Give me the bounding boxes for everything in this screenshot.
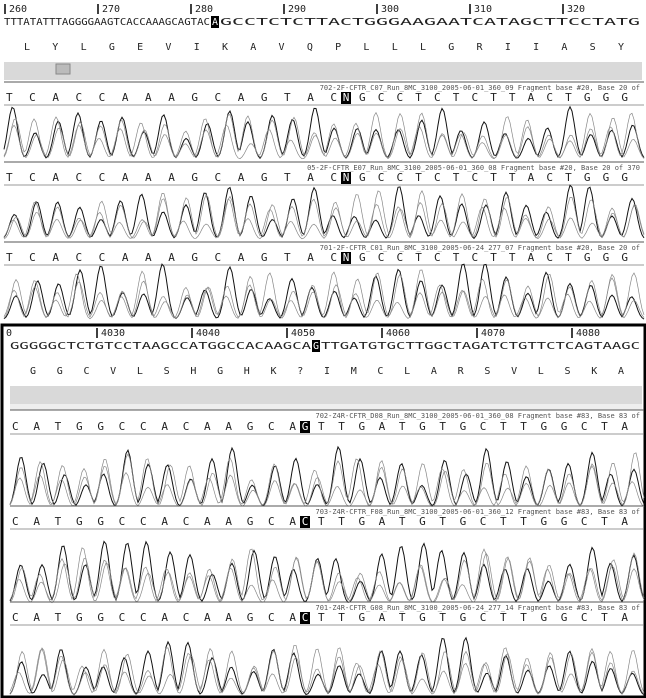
ruler-label: 4050: [291, 328, 315, 339]
ruler-label: 270: [102, 4, 120, 15]
trace-label: 701-2F-CFTR_C01_Run_8MC_3100_2005-06-24_…: [320, 244, 640, 252]
ruler-label: 290: [288, 4, 306, 15]
reference-sequence: GGGGGCTCTGTCCTAAGCCATGGCCACAAGCA: [10, 341, 311, 352]
trace-label: 702-2F-CFTR_C07_Run_8MC_3100_2005-06-01_…: [320, 84, 640, 92]
base-calls: TCACCAAAGCAGTAC: [6, 251, 337, 264]
ruler-label: 310: [474, 4, 492, 15]
translation: L Y L G E V I K A V Q P L L L G R I I A …: [24, 42, 624, 53]
ruler-label: 4040: [196, 328, 220, 339]
ruler-label: 4080: [576, 328, 600, 339]
reference-sequence: TTTATATTTAGGGGAAGTCACCAAAGCAGTAC: [4, 17, 210, 28]
reference-sequence: GCCTCTCTTACTGGGAAGAATCATAGCTTCCTATG: [220, 17, 640, 28]
ruler-label: 4060: [386, 328, 410, 339]
base-call-highlight: N: [343, 251, 350, 264]
scroll-thumb: [56, 64, 70, 74]
ruler-label: 4030: [101, 328, 125, 339]
ruler-label: 320: [567, 4, 585, 15]
base-calls: TCACCAAAGCAGTAC: [6, 91, 337, 104]
ruler-label: 0: [6, 328, 12, 339]
base-calls: TCACCAAAGCAGTAC: [6, 171, 337, 184]
base-calls: GCCTCTCTTACTGGG: [359, 171, 628, 184]
figure: 260 270 280 290 300 310 320 TTTATATTTAGGGGAAGTC…: [0, 0, 646, 698]
reference-highlight: A: [212, 17, 218, 28]
reference-sequence: TTGATGTGCTTGGCTAGATCTGTTCTCAGTAAGC: [321, 341, 640, 352]
base-calls: GCCTCTCTTACTGGG: [359, 251, 628, 264]
base-call-highlight: C: [302, 515, 309, 528]
base-calls: GCCTCTCTTACTGGG: [359, 91, 628, 104]
trace-label: 702-Z4R-CFTR_D08_Run_8MC_3100_2005-06-01…: [315, 412, 640, 420]
base-call-highlight: C: [302, 611, 309, 624]
ruler-label: 260: [9, 4, 27, 15]
base-call-highlight: N: [343, 91, 350, 104]
scroll-bar: [10, 386, 642, 404]
reference-highlight: G: [313, 341, 319, 352]
base-call-highlight: G: [302, 420, 309, 433]
base-call-highlight: N: [343, 171, 350, 184]
ruler-label: 4070: [481, 328, 505, 339]
scroll-bar: [4, 62, 642, 80]
scroll-area: [10, 404, 642, 410]
ruler-label: 280: [195, 4, 213, 15]
ruler-label: 300: [381, 4, 399, 15]
